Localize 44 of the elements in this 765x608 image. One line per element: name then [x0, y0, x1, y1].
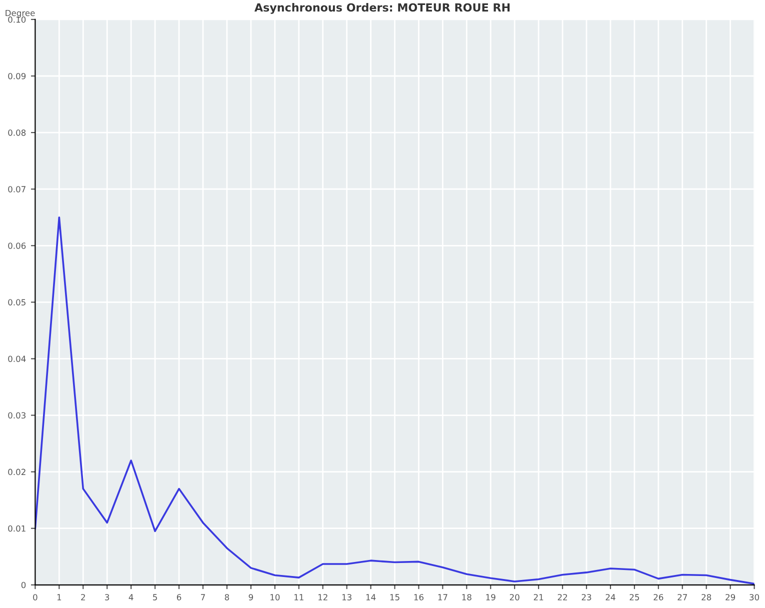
x-tick-label: 19 — [486, 594, 496, 600]
x-tick-label: 24 — [606, 594, 616, 600]
y-tick-label: 0.06 — [8, 242, 26, 249]
y-tick-label: 0.03 — [8, 412, 26, 419]
x-tick-label: 29 — [726, 594, 736, 600]
y-tick-label: 0.07 — [8, 186, 26, 192]
x-tick-label: 23 — [582, 594, 592, 600]
x-tick-label: 15 — [390, 594, 400, 600]
x-tick-label: 22 — [558, 594, 567, 600]
x-tick-label: 1 — [57, 594, 62, 600]
x-tick-label: 17 — [438, 594, 448, 600]
y-tick-label: 0.10 — [8, 16, 26, 23]
x-tick-label: 14 — [366, 594, 376, 600]
x-tick-label: 28 — [702, 594, 712, 600]
x-tick-label: 9 — [248, 594, 253, 600]
y-tick-label: 0.05 — [8, 299, 26, 306]
x-tick-label: 18 — [462, 594, 472, 600]
x-tick-label: 27 — [678, 594, 687, 600]
y-tick-label: 0 — [21, 582, 26, 588]
y-tick-label: 0.04 — [8, 356, 26, 362]
y-tick-label: 0.08 — [8, 130, 26, 136]
x-tick-label: 30 — [750, 594, 760, 600]
x-tick-label: 13 — [342, 594, 352, 600]
x-tick-label: 10 — [270, 594, 280, 600]
x-tick-label: 26 — [654, 594, 664, 600]
x-tick-label: 2 — [81, 594, 85, 600]
x-tick-label: 0 — [33, 594, 38, 600]
x-tick-label: 6 — [176, 594, 182, 600]
x-tick-label: 5 — [153, 594, 157, 600]
x-tick-label: 7 — [201, 594, 205, 600]
x-tick-label: 16 — [414, 594, 424, 600]
x-tick-label: 25 — [630, 594, 640, 600]
x-tick-label: 20 — [510, 594, 520, 600]
chart-title: Asynchronous Orders: MOTEUR ROUE RH — [254, 3, 510, 14]
y-tick-label: 0.09 — [8, 72, 26, 80]
x-tick-label: 4 — [128, 594, 134, 600]
x-tick-label: 21 — [534, 594, 544, 600]
x-tick-label: 11 — [294, 594, 304, 600]
y-tick-label: 0.01 — [8, 525, 26, 532]
x-tick-label: 8 — [224, 594, 230, 600]
y-tick-label: 0.02 — [8, 468, 26, 476]
x-tick-label: 3 — [105, 594, 110, 600]
y-axis-title: Degree — [6, 10, 35, 18]
x-tick-label: 12 — [318, 594, 328, 600]
